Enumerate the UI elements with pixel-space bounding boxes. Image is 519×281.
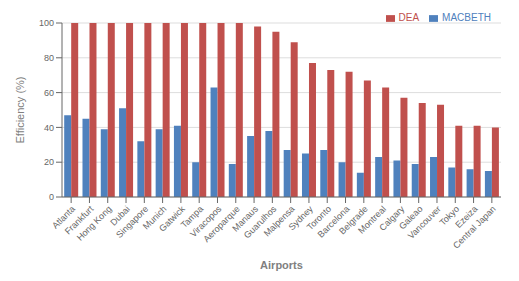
html-text:DEA: DEA (398, 12, 420, 23)
svg-text:Tokyo: Tokyo (437, 203, 462, 228)
svg-text:Malpensa: Malpensa (261, 203, 297, 239)
svg-text:Barcelona: Barcelona (315, 203, 352, 240)
svg-text:Aeroparque: Aeroparque (201, 203, 242, 245)
svg-text:Atlanta: Atlanta (50, 203, 78, 231)
svg-text:Viracopos: Viracopos (188, 203, 224, 240)
svg-text:Ezeiza: Ezeiza (453, 203, 480, 230)
svg-text:Galeao: Galeao (397, 203, 425, 232)
svg-text:Toronto: Toronto (304, 203, 334, 233)
svg-text:Gatwick: Gatwick (157, 203, 187, 234)
svg-text:Guarulhos: Guarulhos (241, 203, 279, 241)
svg-text:Belgrade: Belgrade (337, 203, 370, 237)
svg-text:Airports: Airports (260, 259, 303, 271)
svg-text:Calgary: Calgary (377, 203, 407, 233)
svg-text:Vancouver: Vancouver (406, 204, 443, 241)
svg-text:Singapore: Singapore (114, 203, 151, 240)
svg-text:40: 40 (44, 123, 54, 133)
svg-text:Manaus: Manaus (230, 203, 260, 234)
svg-text:Sydney: Sydney (286, 203, 315, 233)
svg-text:Tampa: Tampa (178, 203, 206, 230)
svg-text:Hong Kong: Hong Kong (75, 204, 114, 243)
svg-text:100: 100 (39, 18, 54, 28)
svg-text:80: 80 (44, 53, 54, 63)
svg-text:Frankfurt: Frankfurt (62, 203, 96, 237)
html-text:MACBETH: MACBETH (442, 12, 491, 23)
svg-text:Montreal: Montreal (356, 203, 388, 236)
svg-text:20: 20 (44, 157, 54, 167)
svg-text:Central Japan: Central Japan (451, 204, 498, 251)
svg-text:Dubai: Dubai (108, 203, 132, 228)
svg-text:0: 0 (49, 192, 54, 202)
svg-text:Efficiency (%): Efficiency (%) (14, 76, 26, 143)
svg-text:60: 60 (44, 88, 54, 98)
svg-text:Munich: Munich (140, 203, 169, 232)
